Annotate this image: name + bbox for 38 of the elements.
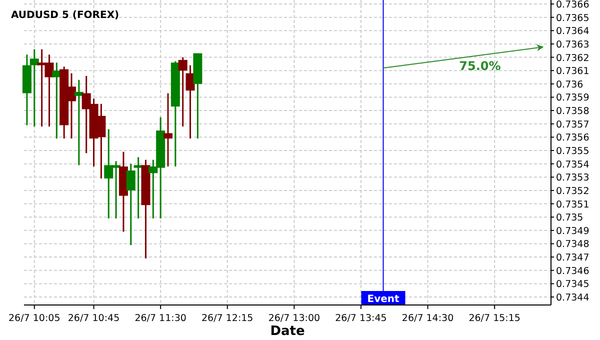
x-axis-title: Date: [270, 324, 305, 339]
y-tick-label: 0.7365: [556, 12, 590, 24]
ref-line-label: Event: [367, 294, 400, 305]
x-tick-label: 26/7 10:45: [68, 313, 120, 324]
y-tick-label: 0.7362: [556, 52, 590, 64]
y-tick-label: 0.7366: [556, 0, 590, 10]
y-tick-label: 0.7351: [556, 199, 590, 210]
y-tick-label: 0.7349: [556, 226, 590, 237]
y-tick-label: 0.7354: [556, 159, 590, 170]
x-tick-label: 26/7 11:30: [134, 313, 186, 324]
y-tick-label: 0.7361: [556, 66, 590, 78]
y-tick-label: 0.7347: [556, 252, 590, 264]
y-tick-label: 0.736: [556, 79, 584, 90]
candlestick: [178, 56, 188, 128]
text: AUDUSD 5 (FOREX): [11, 10, 120, 21]
x-tick-label: 26/7 13:45: [335, 313, 387, 324]
y-tick-label: 0.7358: [556, 106, 590, 118]
y-tick-label: 0.7353: [556, 172, 590, 184]
y-tick-label: 0.735: [556, 212, 584, 224]
y-tick-label: 0.7346: [556, 266, 590, 277]
y-tick-label: 0.7356: [556, 132, 590, 144]
x-tick-label: 26/7 12:15: [202, 313, 254, 324]
y-tick-label: 0.7345: [556, 279, 590, 290]
x-tick-label: 26/7 14:30: [402, 313, 454, 324]
y-tick-label: 0.7344: [556, 292, 590, 304]
x-tick-label: 26/7 13:00: [268, 313, 320, 324]
y-tick-label: 0.7352: [556, 186, 590, 197]
x-tick-label: 26/7 15:15: [468, 313, 520, 324]
candlestick: [126, 163, 136, 246]
y-tick-label: 0.7348: [556, 239, 590, 250]
y-tick-label: 0.7357: [556, 119, 590, 130]
y-tick-label: 0.7364: [556, 26, 590, 38]
y-tick-label: 0.7359: [556, 92, 590, 104]
y-tick-label: 0.7363: [556, 39, 590, 50]
y-tick-label: 0.7355: [556, 146, 590, 157]
x-tick-label: 26/7 10:05: [8, 313, 60, 324]
candlestick: [163, 92, 172, 168]
annotation: 75.0%: [459, 59, 501, 73]
